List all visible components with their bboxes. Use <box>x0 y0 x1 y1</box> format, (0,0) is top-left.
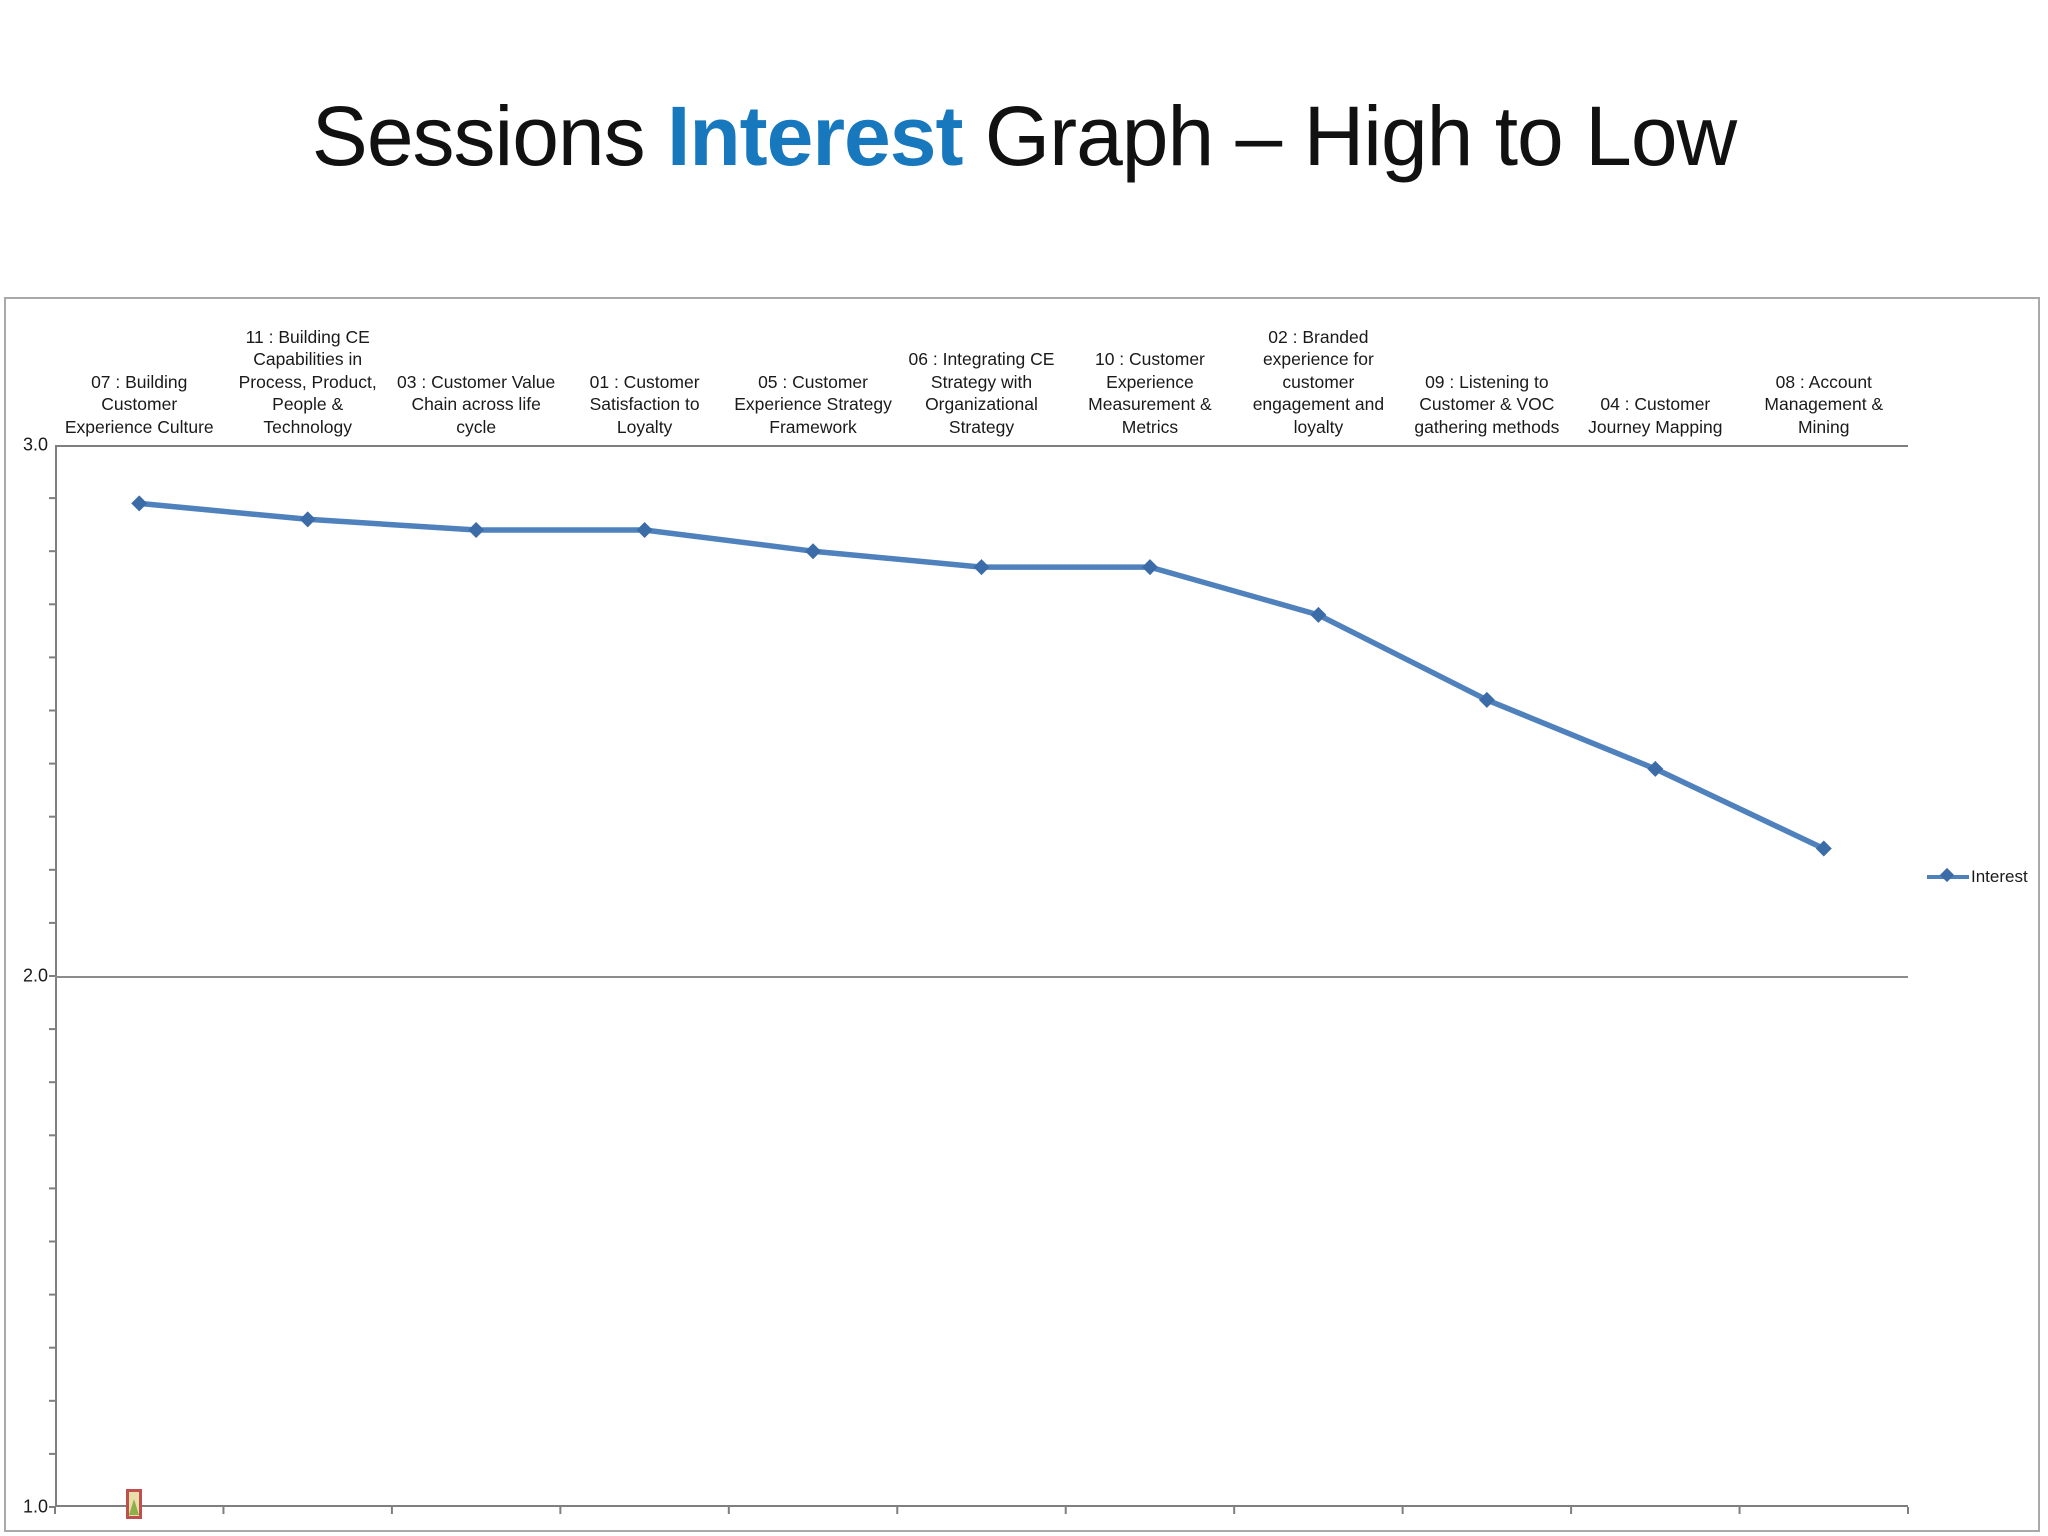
category-label: 10 : Customer Experience Measurement & M… <box>1088 349 1212 437</box>
category-label: 11 : Building CE Capabilities in Process… <box>238 327 377 437</box>
data-point-marker <box>1478 691 1495 708</box>
data-point-marker <box>131 495 148 512</box>
interest-line-chart <box>49 495 1909 1514</box>
legend: Interest <box>1927 867 2028 887</box>
chart-frame: 07 : Building Customer Experience Cultur… <box>4 297 2040 1532</box>
title-highlight: Interest <box>666 89 963 183</box>
data-point-marker <box>1310 606 1327 623</box>
data-point-marker <box>1647 760 1664 777</box>
data-point-marker <box>1815 840 1832 857</box>
category-label: 03 : Customer Value Chain across life cy… <box>397 371 556 437</box>
title-suffix: Graph – High to Low <box>962 89 1737 183</box>
green-triangle-icon <box>129 1499 139 1515</box>
data-point-marker <box>973 559 990 576</box>
category-label: 05 : Customer Experience Strategy Framew… <box>734 371 892 437</box>
axis-artifact-icon <box>126 1489 142 1519</box>
y-tick-2: 2.0 <box>22 965 48 986</box>
data-point-marker <box>468 521 485 538</box>
legend-label: Interest <box>1971 867 2028 886</box>
legend-diamond-marker-icon <box>1939 867 1955 883</box>
interest-line <box>136 500 1827 852</box>
category-label: 06 : Integrating CE Strategy with Organi… <box>908 349 1055 437</box>
chart-title: Sessions Interest Graph – High to Low <box>0 88 2048 185</box>
data-point-marker <box>636 521 653 538</box>
category-label: 08 : Account Management & Mining <box>1764 371 1884 437</box>
data-point-marker <box>805 543 822 560</box>
category-label: 04 : Customer Journey Mapping <box>1588 394 1723 437</box>
title-prefix: Sessions <box>311 89 667 183</box>
category-label: 09 : Listening to Customer & VOC gatheri… <box>1414 371 1560 437</box>
y-tick-1: 1.0 <box>22 1496 48 1517</box>
data-point-marker <box>299 511 316 528</box>
category-label: 02 : Branded experience for customer eng… <box>1252 327 1385 437</box>
gridline-2.0 <box>55 976 1908 978</box>
category-axis-labels: 07 : Building Customer Experience Cultur… <box>55 305 1908 441</box>
legend-line-sample <box>1927 867 1969 883</box>
data-point-marker <box>1141 559 1158 576</box>
category-label: 01 : Customer Satisfaction to Loyalty <box>589 371 700 437</box>
category-label: 07 : Building Customer Experience Cultur… <box>64 371 214 437</box>
y-tick-3: 3.0 <box>22 434 48 455</box>
